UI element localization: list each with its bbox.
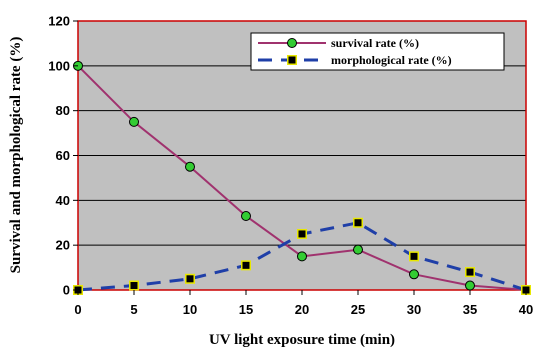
legend-marker-survival xyxy=(287,38,297,48)
y-axis-title: Survival and morphological rate (%) xyxy=(8,37,24,274)
legend-label-morphological: morphological rate (%) xyxy=(331,53,452,67)
data-point-morphological xyxy=(186,275,194,283)
x-axis-ticks: 0 5 10 15 20 25 30 35 40 xyxy=(74,290,533,317)
y-tick-label: 120 xyxy=(48,14,70,29)
data-point-morphological xyxy=(410,252,418,260)
data-point-survival xyxy=(353,244,363,255)
data-point-survival xyxy=(241,211,251,222)
data-point-survival xyxy=(129,116,139,127)
legend-label-survival: survival rate (%) xyxy=(331,36,419,50)
data-point-survival xyxy=(409,269,419,280)
x-tick-label: 35 xyxy=(463,302,477,317)
x-tick-label: 20 xyxy=(295,302,309,317)
y-tick-label: 40 xyxy=(56,193,70,208)
data-point-survival xyxy=(185,161,195,172)
legend-item-survival: survival rate (%) xyxy=(258,36,419,50)
x-tick-label: 5 xyxy=(130,302,137,317)
x-axis-title: UV light exposure time (min) xyxy=(209,332,395,348)
data-point-survival xyxy=(297,251,307,262)
series-survival xyxy=(73,60,531,295)
data-point-morphological xyxy=(354,219,362,227)
y-tick-label: 80 xyxy=(56,103,70,118)
y-tick-label: 20 xyxy=(56,238,70,253)
y-tick-label: 60 xyxy=(56,148,70,163)
legend-item-morphological: morphological rate (%) xyxy=(258,53,452,67)
x-tick-label: 25 xyxy=(351,302,365,317)
x-tick-label: 30 xyxy=(407,302,421,317)
y-tick-label: 0 xyxy=(63,283,70,298)
data-point-morphological xyxy=(298,230,306,238)
legend-items: survival rate (%) morphological rate (%) xyxy=(258,36,452,67)
data-point-morphological xyxy=(242,261,250,269)
legend-marker-morphological xyxy=(288,56,296,64)
x-tick-label: 10 xyxy=(183,302,197,317)
y-tick-label: 100 xyxy=(48,58,70,73)
data-point-survival xyxy=(465,280,475,291)
x-tick-label: 0 xyxy=(74,302,81,317)
y-axis-ticks: 0 20 40 60 80 100 120 xyxy=(48,14,78,298)
x-tick-label: 15 xyxy=(239,302,253,317)
gridlines xyxy=(78,65,526,246)
data-point-morphological xyxy=(130,282,138,290)
data-point-morphological xyxy=(466,268,474,276)
legend: survival rate (%) morphological rate (%) xyxy=(250,32,505,71)
x-tick-label: 40 xyxy=(519,302,533,317)
